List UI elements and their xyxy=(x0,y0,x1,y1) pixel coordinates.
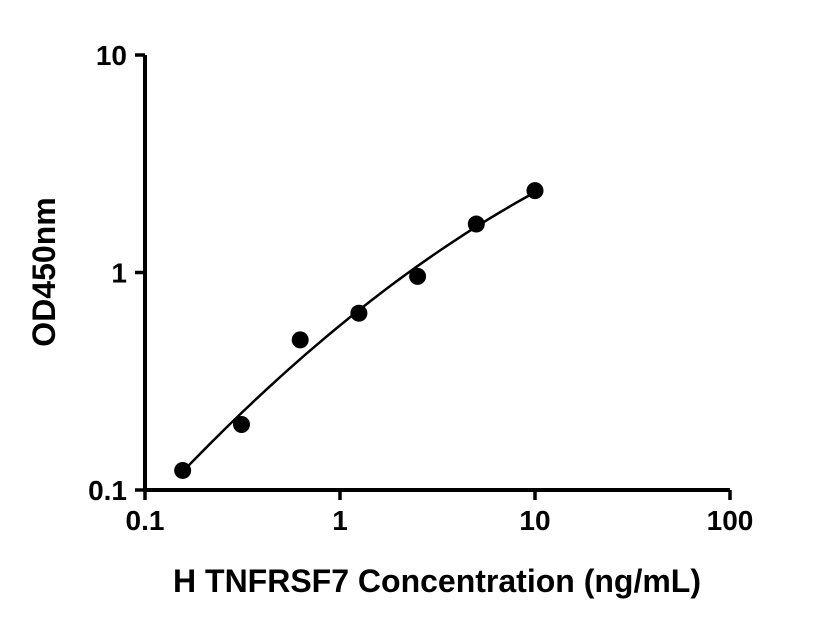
x-axis-title: H TNFRSF7 Concentration (ng/mL) xyxy=(173,563,701,599)
y-tick-label: 1 xyxy=(111,258,127,289)
x-tick-label: 100 xyxy=(707,505,754,536)
data-point xyxy=(291,331,309,349)
data-point xyxy=(174,461,192,479)
data-point xyxy=(233,416,250,434)
data-point xyxy=(409,267,427,285)
data-point xyxy=(467,215,485,233)
data-point xyxy=(526,182,544,200)
data-point xyxy=(350,304,368,322)
x-tick-label: 0.1 xyxy=(126,505,165,536)
x-tick-label: 1 xyxy=(332,505,348,536)
y-axis-title: OD450nm xyxy=(26,197,62,346)
x-tick-label: 10 xyxy=(519,505,550,536)
y-tick-label: 10 xyxy=(96,40,127,71)
y-tick-label: 0.1 xyxy=(88,475,127,506)
